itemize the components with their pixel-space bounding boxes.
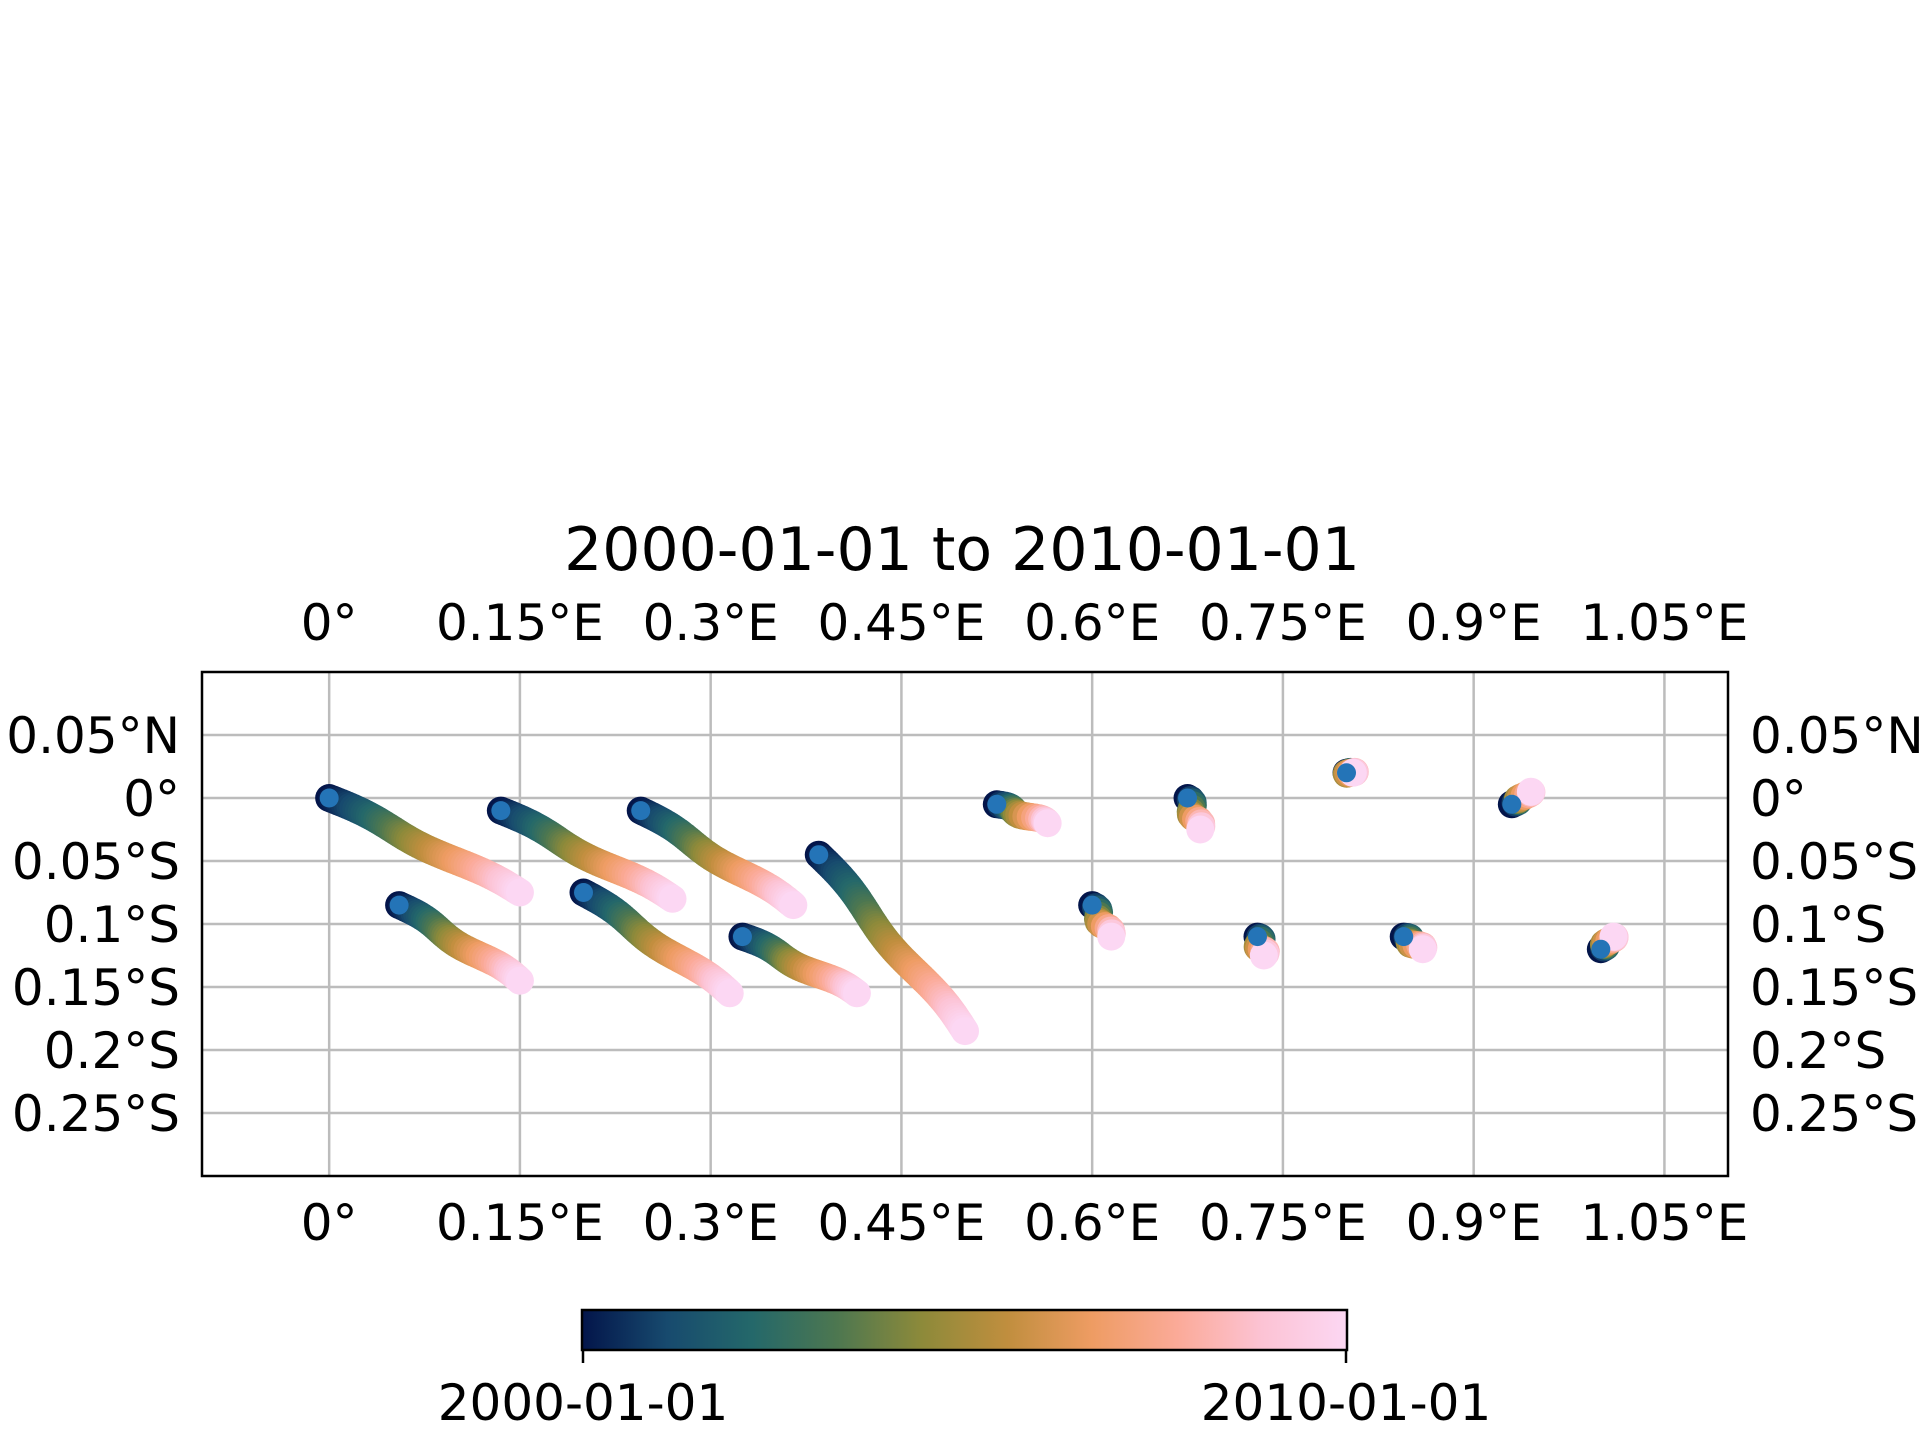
x-tick-label-bottom: 0.75°E xyxy=(1199,1194,1367,1252)
x-tick-label-top: 1.05°E xyxy=(1580,594,1748,652)
x-tick-label-top: 0.9°E xyxy=(1406,594,1542,652)
y-tick-label-left: 0.15°S xyxy=(12,959,180,1017)
y-tick-label-right: 0° xyxy=(1750,770,1807,828)
track-point xyxy=(658,884,687,913)
track-point xyxy=(842,979,871,1008)
track-point xyxy=(951,1017,979,1046)
track-start-marker xyxy=(1247,927,1267,947)
colorbar-gradient xyxy=(580,1308,1349,1352)
chart-title: 2000-01-01 to 2010-01-01 xyxy=(564,515,1360,585)
track-start-marker xyxy=(491,801,511,821)
colorbar: 2000-01-01 2010-01-01 xyxy=(438,1308,1492,1432)
x-tick-label-bottom: 1.05°E xyxy=(1580,1194,1748,1252)
track-start-marker xyxy=(574,883,593,902)
x-tick-label-bottom: 0° xyxy=(301,1194,358,1252)
track-start-marker xyxy=(1394,927,1414,947)
track xyxy=(1243,922,1280,970)
track xyxy=(1389,922,1438,964)
track-start-marker xyxy=(631,801,651,821)
track-point xyxy=(1249,941,1278,970)
track xyxy=(315,784,534,907)
track-start-marker xyxy=(809,845,829,865)
y-tick-label-left: 0.05°N xyxy=(6,707,180,765)
track xyxy=(1173,784,1216,844)
y-tick-label-right: 0.05°N xyxy=(1750,707,1920,765)
x-tick-label-bottom: 0.3°E xyxy=(643,1194,779,1252)
track xyxy=(1586,922,1629,964)
track xyxy=(626,796,808,920)
track xyxy=(1497,777,1546,819)
track-start-marker xyxy=(1082,895,1102,915)
track xyxy=(385,891,534,995)
y-tick-label-right: 0.05°S xyxy=(1750,833,1918,891)
track-start-marker xyxy=(1337,763,1356,783)
x-tick-label-bottom: 0.9°E xyxy=(1406,1194,1542,1252)
track xyxy=(804,840,979,1046)
y-tick-label-right: 0.15°S xyxy=(1750,959,1918,1017)
plot-frame xyxy=(200,670,1730,1178)
track-start-marker xyxy=(389,895,409,915)
y-tick-label-right: 0.25°S xyxy=(1750,1085,1918,1143)
track xyxy=(728,922,871,1008)
track-point xyxy=(779,891,808,920)
track-point xyxy=(505,878,534,907)
track-start-marker xyxy=(1591,939,1611,959)
track-start-marker xyxy=(732,927,752,947)
y-tick-label-left: 0.25°S xyxy=(12,1085,180,1143)
track-start-marker xyxy=(987,794,1007,814)
y-tick-label-left: 0.05°S xyxy=(12,833,180,891)
track xyxy=(1332,757,1369,788)
y-tick-label-right: 0.1°S xyxy=(1750,896,1886,954)
track-point xyxy=(505,966,534,995)
y-tick-label-left: 0.1°S xyxy=(44,896,180,954)
y-tick-label-left: 0.2°S xyxy=(44,1022,180,1080)
track-point xyxy=(1033,809,1062,838)
track-point xyxy=(1186,815,1215,844)
x-tick-label-top: 0.75°E xyxy=(1199,594,1367,652)
x-tick-label-top: 0.6°E xyxy=(1024,594,1160,652)
track-point xyxy=(715,979,744,1008)
track xyxy=(1078,891,1126,951)
track-point xyxy=(1408,935,1437,964)
y-tick-label-right: 0.2°S xyxy=(1750,1022,1886,1080)
x-tick-label-top: 0.15°E xyxy=(436,594,604,652)
x-tick-label-top: 0.3°E xyxy=(643,594,779,652)
track-start-marker xyxy=(1502,794,1522,814)
y-tick-label-left: 0° xyxy=(123,770,180,828)
colorbar-max-label: 2010-01-01 xyxy=(1201,1374,1492,1432)
track-point xyxy=(1516,777,1545,806)
tracks xyxy=(315,757,1629,1046)
colorbar-min-label: 2000-01-01 xyxy=(438,1374,729,1432)
tick-labels: 0° 0° 0.15°E 0.15°E 0.3°E 0.3°E 0.45°E 0.45°E 0.… xyxy=(6,594,1920,1252)
x-tick-label-bottom: 0.45°E xyxy=(817,1194,985,1252)
track-start-marker xyxy=(319,788,339,808)
track xyxy=(569,878,744,1008)
track xyxy=(486,796,687,913)
track xyxy=(982,790,1062,838)
x-tick-label-top: 0.45°E xyxy=(817,594,985,652)
track-point xyxy=(1097,922,1126,951)
x-tick-label-bottom: 0.6°E xyxy=(1024,1194,1160,1252)
x-tick-label-bottom: 0.15°E xyxy=(436,1194,604,1252)
track-start-marker xyxy=(1178,788,1198,808)
x-tick-label-top: 0° xyxy=(301,594,358,652)
